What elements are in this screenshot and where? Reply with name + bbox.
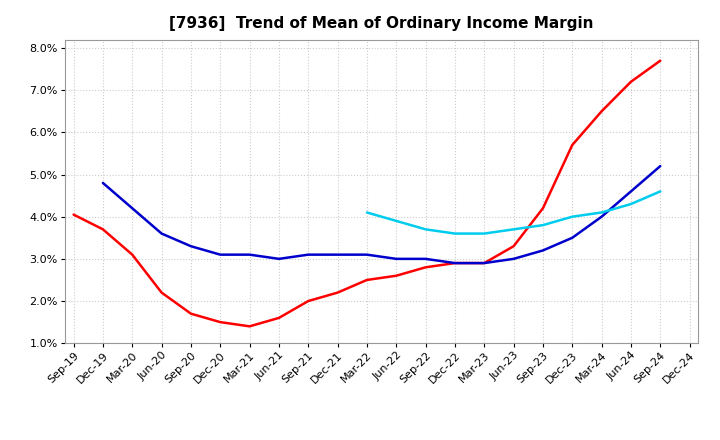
3 Years — [539, 205, 547, 211]
7 Years — [656, 189, 665, 194]
5 Years — [274, 256, 283, 261]
5 Years — [421, 256, 430, 261]
5 Years — [128, 205, 137, 211]
3 Years — [480, 260, 489, 266]
3 Years — [99, 227, 107, 232]
3 Years — [304, 298, 312, 304]
3 Years — [363, 277, 372, 282]
3 Years — [128, 252, 137, 257]
5 Years — [157, 231, 166, 236]
Line: 3 Years: 3 Years — [73, 61, 660, 326]
5 Years — [304, 252, 312, 257]
7 Years — [539, 223, 547, 228]
3 Years — [157, 290, 166, 295]
5 Years — [216, 252, 225, 257]
3 Years — [246, 324, 254, 329]
3 Years — [186, 311, 195, 316]
7 Years — [598, 210, 606, 215]
5 Years — [392, 256, 400, 261]
Line: 5 Years: 5 Years — [103, 166, 660, 263]
3 Years — [216, 319, 225, 325]
3 Years — [421, 265, 430, 270]
3 Years — [598, 109, 606, 114]
3 Years — [509, 244, 518, 249]
7 Years — [392, 218, 400, 224]
3 Years — [451, 260, 459, 266]
5 Years — [598, 214, 606, 220]
7 Years — [480, 231, 489, 236]
3 Years — [69, 212, 78, 217]
7 Years — [568, 214, 577, 220]
5 Years — [626, 189, 635, 194]
3 Years — [392, 273, 400, 279]
3 Years — [568, 143, 577, 148]
Title: [7936]  Trend of Mean of Ordinary Income Margin: [7936] Trend of Mean of Ordinary Income … — [169, 16, 594, 32]
3 Years — [274, 315, 283, 320]
5 Years — [333, 252, 342, 257]
7 Years — [509, 227, 518, 232]
5 Years — [246, 252, 254, 257]
5 Years — [451, 260, 459, 266]
5 Years — [539, 248, 547, 253]
5 Years — [568, 235, 577, 240]
5 Years — [99, 180, 107, 186]
5 Years — [363, 252, 372, 257]
7 Years — [421, 227, 430, 232]
5 Years — [509, 256, 518, 261]
3 Years — [656, 58, 665, 63]
7 Years — [451, 231, 459, 236]
5 Years — [656, 164, 665, 169]
7 Years — [626, 202, 635, 207]
5 Years — [480, 260, 489, 266]
Line: 7 Years: 7 Years — [367, 191, 660, 234]
3 Years — [333, 290, 342, 295]
7 Years — [363, 210, 372, 215]
3 Years — [626, 79, 635, 84]
5 Years — [186, 244, 195, 249]
